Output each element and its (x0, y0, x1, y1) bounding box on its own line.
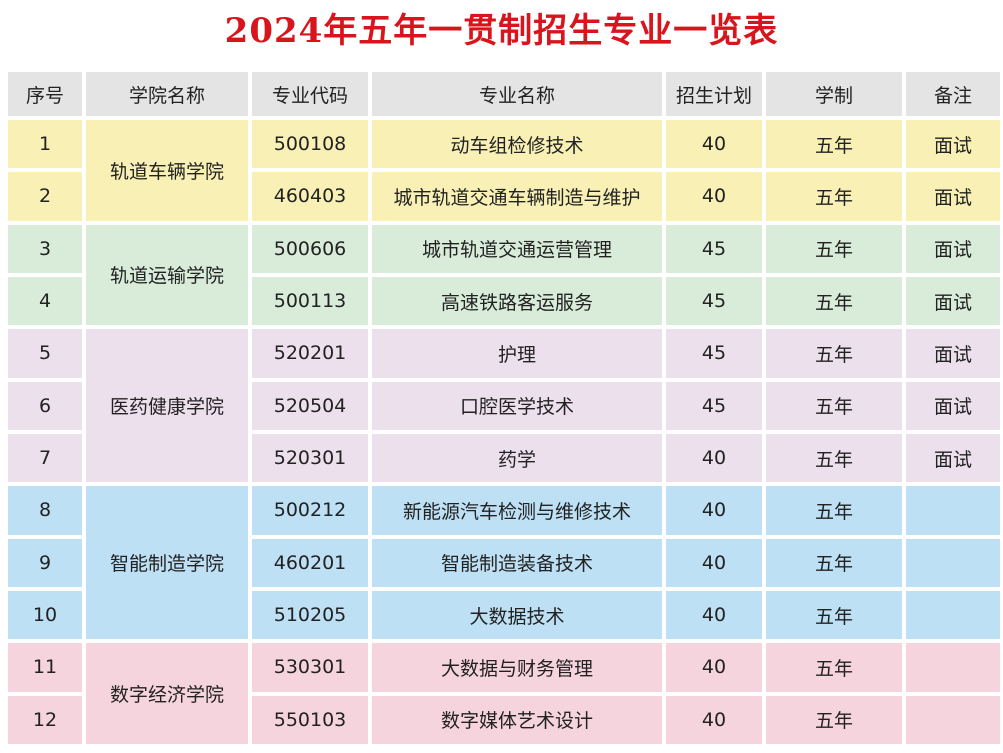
row-no: 11 (8, 643, 82, 692)
table-row: 6 520504 口腔医学技术 45 五年 面试 (8, 381, 1000, 430)
table-row: 1 轨道车辆学院 500108 动车组检修技术 40 五年 面试 (8, 120, 1000, 221)
row-note: 面试 (906, 224, 1000, 273)
table-row: 4 500113 高速铁路客运服务 45 五年 面试 (8, 276, 1000, 326)
row-major: 大数据技术 (372, 590, 662, 640)
row-plan: 40 (666, 538, 762, 587)
row-years: 五年 (766, 172, 902, 221)
row-years: 五年 (766, 120, 902, 169)
row-note (906, 538, 1000, 587)
row-years: 五年 (766, 276, 902, 326)
row-code: 500113 (252, 276, 368, 326)
row-major: 动车组检修技术 (372, 120, 662, 169)
row-no: 6 (8, 381, 82, 430)
row-major: 高速铁路客运服务 (372, 276, 662, 326)
row-code: 460403 (252, 172, 368, 221)
row-plan: 45 (666, 276, 762, 326)
table-row: 10 510205 大数据技术 40 五年 (8, 590, 1000, 640)
row-no: 5 (8, 329, 82, 378)
table-row: 2 460403 城市轨道交通车辆制造与维护 40 五年 面试 (8, 172, 1000, 221)
page-title: 2024年五年一贯制招生专业一览表 (224, 11, 779, 51)
row-years: 五年 (766, 329, 902, 378)
row-code: 460201 (252, 538, 368, 587)
row-plan: 40 (666, 695, 762, 744)
row-major: 护理 (372, 329, 662, 378)
row-plan: 45 (666, 381, 762, 430)
table-row: 3 轨道运输学院 500606 城市轨道交通运营管理 45 五年 面试 (8, 224, 1000, 326)
row-years: 五年 (766, 538, 902, 587)
row-note (906, 590, 1000, 640)
college-cell: 轨道车辆学院 (86, 120, 248, 221)
table-row: 11 数字经济学院 530301 大数据与财务管理 40 五年 (8, 643, 1000, 744)
row-major: 数字媒体艺术设计 (372, 695, 662, 744)
row-note (906, 486, 1000, 535)
row-plan: 40 (666, 172, 762, 221)
header-college: 学院名称 (86, 72, 248, 116)
row-no: 8 (8, 486, 82, 535)
row-no: 1 (8, 120, 82, 169)
row-plan: 40 (666, 643, 762, 692)
row-major: 药学 (372, 433, 662, 483)
college-cell: 智能制造学院 (86, 486, 248, 640)
row-no: 4 (8, 276, 82, 326)
row-code: 500212 (252, 486, 368, 535)
row-code: 520301 (252, 433, 368, 483)
row-note (906, 643, 1000, 692)
row-note (906, 695, 1000, 744)
majors-table: 序号 学院名称 专业代码 专业名称 招生计划 学制 备注 1 轨道车辆学院 50… (4, 68, 1003, 748)
table-row: 5 医药健康学院 520201 护理 45 五年 面试 (8, 329, 1000, 483)
row-code: 550103 (252, 695, 368, 744)
table-row: 8 智能制造学院 500212 新能源汽车检测与维修技术 40 五年 (8, 486, 1000, 640)
row-code: 520201 (252, 329, 368, 378)
row-no: 3 (8, 224, 82, 273)
row-no: 9 (8, 538, 82, 587)
header-major: 专业名称 (372, 72, 662, 116)
row-major: 城市轨道交通运营管理 (372, 224, 662, 273)
row-years: 五年 (766, 433, 902, 483)
row-years: 五年 (766, 486, 902, 535)
table-header-row: 序号 学院名称 专业代码 专业名称 招生计划 学制 备注 (8, 72, 1000, 116)
row-code: 500606 (252, 224, 368, 273)
row-note: 面试 (906, 381, 1000, 430)
header-years: 学制 (766, 72, 902, 116)
row-major: 大数据与财务管理 (372, 643, 662, 692)
header-note: 备注 (906, 72, 1000, 116)
college-cell: 数字经济学院 (86, 643, 248, 744)
row-note: 面试 (906, 433, 1000, 483)
row-years: 五年 (766, 643, 902, 692)
row-major: 城市轨道交通车辆制造与维护 (372, 172, 662, 221)
row-plan: 40 (666, 120, 762, 169)
row-major: 口腔医学技术 (372, 381, 662, 430)
row-no: 10 (8, 590, 82, 640)
table-row: 9 460201 智能制造装备技术 40 五年 (8, 538, 1000, 587)
row-no: 2 (8, 172, 82, 221)
header-code: 专业代码 (252, 72, 368, 116)
table-row: 7 520301 药学 40 五年 面试 (8, 433, 1000, 483)
row-major: 智能制造装备技术 (372, 538, 662, 587)
header-no: 序号 (8, 72, 82, 116)
college-cell: 轨道运输学院 (86, 224, 248, 326)
row-note: 面试 (906, 329, 1000, 378)
row-plan: 45 (666, 224, 762, 273)
row-major: 新能源汽车检测与维修技术 (372, 486, 662, 535)
row-note: 面试 (906, 276, 1000, 326)
college-cell: 医药健康学院 (86, 329, 248, 483)
row-no: 12 (8, 695, 82, 744)
table-row: 12 550103 数字媒体艺术设计 40 五年 (8, 695, 1000, 744)
row-no: 7 (8, 433, 82, 483)
row-years: 五年 (766, 381, 902, 430)
row-code: 530301 (252, 643, 368, 692)
row-plan: 40 (666, 433, 762, 483)
header-plan: 招生计划 (666, 72, 762, 116)
row-years: 五年 (766, 695, 902, 744)
row-note: 面试 (906, 120, 1000, 169)
row-years: 五年 (766, 224, 902, 273)
row-code: 510205 (252, 590, 368, 640)
row-plan: 40 (666, 486, 762, 535)
row-code: 500108 (252, 120, 368, 169)
row-note: 面试 (906, 172, 1000, 221)
row-code: 520504 (252, 381, 368, 430)
row-plan: 45 (666, 329, 762, 378)
row-plan: 40 (666, 590, 762, 640)
row-years: 五年 (766, 590, 902, 640)
